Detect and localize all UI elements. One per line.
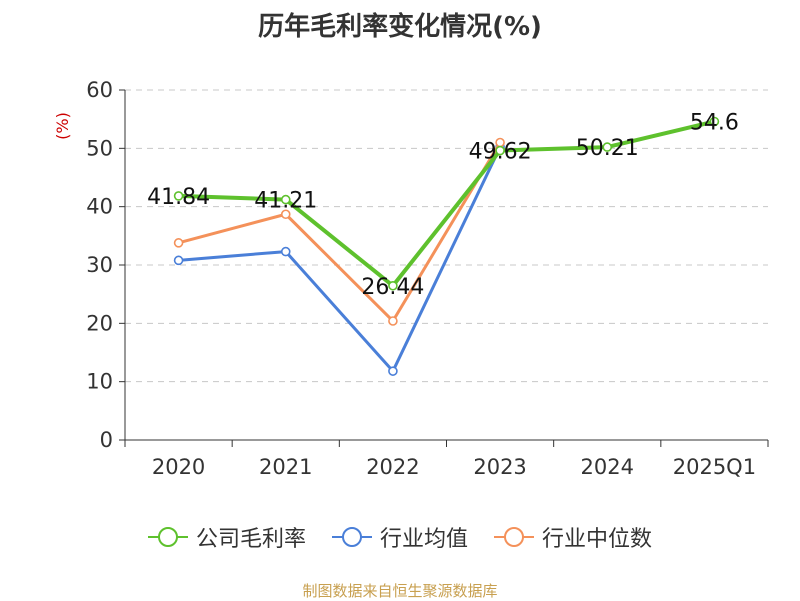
data-point (388, 366, 398, 376)
y-tick-label: 50 (86, 136, 113, 160)
data-point (388, 316, 398, 326)
series-line (178, 141, 502, 323)
y-tick-label: 0 (100, 428, 113, 452)
series-line (178, 146, 502, 373)
y-axis-label: (%) (53, 112, 72, 140)
legend-item[interactable]: 公司毛利率 (147, 521, 306, 553)
series-line (178, 119, 715, 288)
x-tick-label: 2022 (366, 455, 419, 479)
data-point (602, 142, 613, 152)
y-tick-label: 30 (86, 253, 113, 277)
data-point (495, 145, 505, 156)
legend-item[interactable]: 行业均值 (331, 521, 468, 553)
legend-line-circle-icon (331, 527, 372, 547)
data-label: 26.44 (361, 275, 424, 300)
y-tick-label: 20 (86, 311, 113, 335)
data-label: 49.62 (469, 140, 532, 165)
legend-label: 公司毛利率 (195, 527, 306, 552)
data-point (709, 116, 720, 127)
legend-label: 行业中位数 (542, 527, 653, 552)
data-label: 41.84 (147, 185, 210, 210)
data-point (280, 209, 291, 220)
chart-title: 历年毛利率变化情况(%) (258, 12, 542, 42)
data-label: 41.21 (254, 189, 317, 214)
y-tick-label: 40 (86, 195, 113, 219)
legend: 公司毛利率 行业均值 行业中位数 (0, 520, 800, 554)
source-note: 制图数据来自恒生聚源数据库 (302, 582, 498, 600)
x-tick-label: 2023 (473, 455, 526, 479)
data-point (280, 246, 291, 257)
data-point (280, 194, 291, 205)
data-label: 54.6 (690, 111, 739, 136)
y-tick-label: 10 (86, 370, 113, 394)
x-tick-label: 2024 (581, 455, 634, 479)
x-tick-label: 2021 (259, 455, 312, 479)
data-point (173, 238, 184, 248)
legend-item[interactable]: 行业中位数 (494, 521, 652, 553)
x-tick-label: 2025Q1 (673, 455, 756, 479)
data-point (388, 280, 398, 291)
data-label: 50.21 (576, 136, 639, 161)
data-point (173, 191, 184, 201)
y-tick-label: 60 (86, 78, 113, 102)
legend-line-circle-icon (147, 527, 188, 547)
legend-label: 行业均值 (379, 527, 468, 552)
data-point (173, 255, 184, 266)
x-tick-label: 2020 (152, 455, 205, 479)
legend-line-circle-icon (494, 527, 534, 547)
